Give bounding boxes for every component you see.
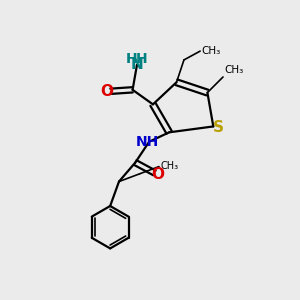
Text: O: O [152, 167, 164, 182]
Text: CH₃: CH₃ [202, 46, 221, 56]
Text: O: O [100, 84, 113, 99]
Text: NH: NH [136, 135, 159, 149]
Text: S: S [213, 120, 224, 135]
Text: H: H [126, 52, 137, 67]
Text: CH₃: CH₃ [224, 65, 244, 76]
Text: H: H [136, 52, 147, 67]
Text: N: N [130, 57, 143, 72]
Text: CH₃: CH₃ [160, 161, 178, 171]
